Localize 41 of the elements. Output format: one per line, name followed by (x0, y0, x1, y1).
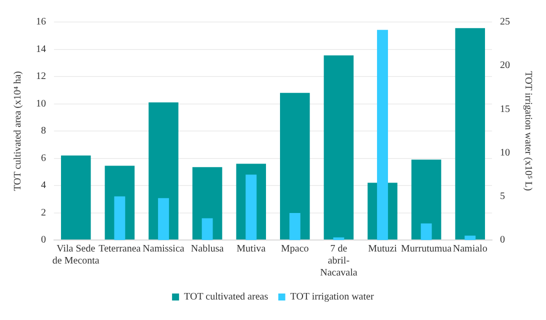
bar (455, 28, 485, 240)
y2-tick-label: 0 (500, 234, 505, 246)
bar (61, 156, 91, 240)
y-tick-label: 8 (41, 126, 46, 137)
x-tick-label: Mutuzi (368, 244, 398, 255)
y-axis-title: TOT cultivated area (x10⁴ ha) (12, 71, 24, 191)
bar (324, 55, 354, 240)
bar (280, 92, 310, 240)
bar (114, 196, 126, 240)
y2-tick-label: 15 (500, 104, 510, 115)
x-tick-label: Namialo (452, 244, 488, 255)
x-tick-label: Namissica (142, 244, 185, 255)
bar (202, 218, 213, 240)
x-tick-label: Murrutumua (401, 244, 452, 255)
y2-axis-title: TOT irrigation water (x10⁵ L) (522, 71, 534, 191)
x-tick-label: 7 de abril-Nacavala (320, 244, 358, 279)
y-tick-label: 0 (41, 234, 46, 246)
y2-tick-label: 20 (500, 60, 510, 72)
y-tick-label: 14 (36, 44, 46, 55)
y-tick-label: 12 (36, 71, 46, 82)
y-tick-label: 2 (41, 207, 46, 218)
bar (411, 160, 442, 240)
x-tick-label: Nablusa (190, 244, 224, 255)
y2-tick-label: 5 (500, 191, 505, 202)
y2-tick-label: 25 (500, 16, 510, 28)
y-tick-label: 4 (41, 180, 46, 192)
y2-tick-label: 10 (500, 147, 510, 158)
x-tick-label: Mpaco (281, 244, 309, 255)
y-tick-label: 16 (36, 16, 46, 28)
x-tick-label: Mutiva (236, 244, 266, 255)
bar (420, 223, 432, 240)
legend-label: TOT irrigation water (290, 292, 374, 303)
bar (333, 237, 344, 240)
bar (158, 198, 169, 240)
legend-label: TOT cultivated areas (184, 292, 268, 303)
y-tick-label: 6 (41, 152, 46, 164)
x-tick-label: Vila Sede de Meconta (52, 244, 100, 267)
x-tick-label: Teterranea (98, 244, 142, 255)
y-tick-label: 10 (36, 98, 46, 110)
bar (289, 212, 300, 240)
bar (464, 236, 476, 240)
